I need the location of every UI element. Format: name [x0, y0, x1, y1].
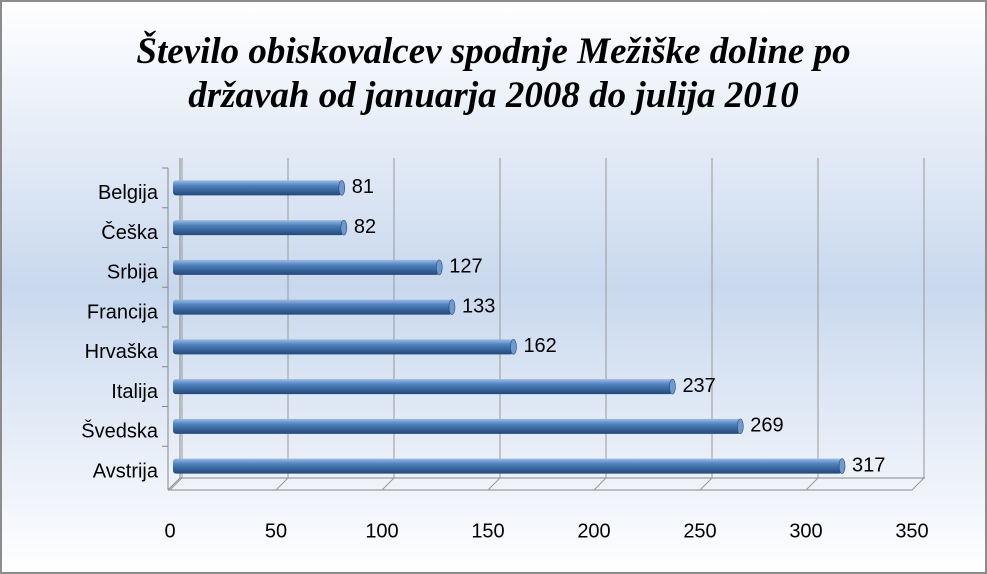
data-label: 269	[750, 415, 783, 437]
y-tick-label: Francija	[87, 301, 159, 323]
bar-cap	[669, 378, 676, 395]
grid-floor	[487, 477, 501, 491]
grid-floor	[699, 477, 713, 491]
y-tick-label: Avstrija	[93, 460, 159, 482]
x-tick-label: 200	[577, 520, 610, 542]
grid-floor	[911, 477, 925, 491]
grid-floor	[593, 477, 607, 491]
x-tick-label: 100	[365, 520, 398, 542]
y-tick-label: Hrvaška	[85, 341, 159, 363]
grid-floor	[805, 477, 819, 491]
y-tick-label: Češka	[101, 221, 159, 244]
bar-cap	[435, 259, 443, 276]
data-label: 82	[354, 216, 376, 238]
data-label: 81	[352, 176, 374, 198]
bar	[173, 339, 514, 355]
data-label: 162	[523, 335, 556, 357]
bar-cap	[736, 418, 744, 435]
bar	[173, 379, 673, 395]
x-tick-label: 50	[265, 520, 287, 542]
floor-edge	[167, 477, 181, 491]
y-tick-label: Belgija	[98, 182, 159, 204]
bar-cap	[340, 219, 348, 236]
bar-cap	[448, 299, 456, 315]
bar-cap	[338, 180, 346, 196]
data-label: 317	[852, 454, 885, 476]
bar	[173, 418, 741, 434]
x-tick-label: 150	[471, 520, 504, 542]
grid-floor	[381, 477, 395, 491]
data-label: 237	[682, 375, 715, 397]
grid-floor	[169, 477, 183, 491]
bar	[173, 180, 342, 196]
bar	[173, 458, 843, 474]
x-tick-label: 350	[895, 520, 928, 542]
x-tick-label: 250	[683, 520, 716, 542]
bar	[173, 220, 344, 236]
data-label: 127	[449, 256, 482, 278]
x-tick-label: 300	[789, 520, 822, 542]
bar	[173, 259, 440, 275]
data-label: 133	[462, 295, 495, 317]
y-tick-label: Švedska	[81, 420, 159, 443]
y-tick-label: Srbija	[107, 262, 159, 284]
chart-title: Število obiskovalcev spodnje Mežiške dol…	[136, 31, 851, 116]
y-tick-label: Italija	[111, 381, 159, 403]
grid-floor	[275, 477, 289, 491]
bar	[173, 299, 452, 315]
bar-cap	[510, 339, 517, 355]
bar-cap	[838, 458, 846, 474]
x-tick-label: 0	[164, 520, 175, 542]
